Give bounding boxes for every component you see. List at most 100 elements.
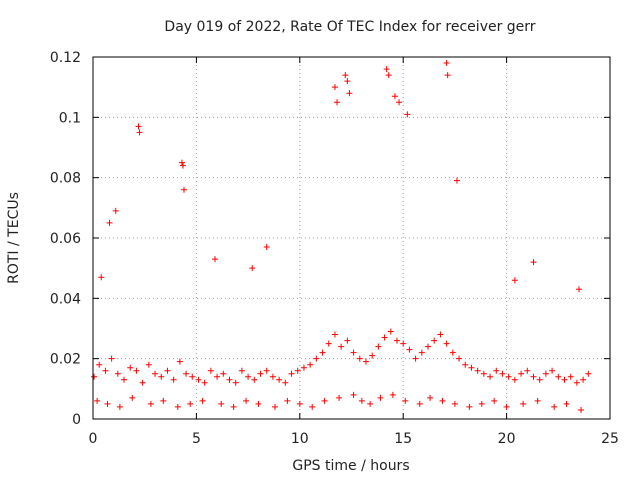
- data-point: [503, 403, 510, 410]
- data-point: [404, 111, 411, 118]
- data-point: [98, 274, 105, 281]
- data-point: [214, 373, 221, 380]
- data-point: [451, 400, 458, 407]
- y-tick-label: 0.06: [50, 231, 81, 247]
- data-point: [189, 373, 196, 380]
- data-point: [418, 349, 425, 356]
- data-point: [406, 346, 413, 353]
- x-axis-label: GPS time / hours: [292, 458, 409, 474]
- data-point: [176, 358, 183, 365]
- data-point: [534, 397, 541, 404]
- data-point: [396, 99, 403, 106]
- data-point: [443, 60, 450, 67]
- data-point: [400, 340, 407, 347]
- data-point: [319, 349, 326, 356]
- data-point: [439, 397, 446, 404]
- axis-ticks: 0 5 10 15 20 25 0 0.02 0.04 0.06 0.08 0.1 0.12: [50, 50, 619, 447]
- data-point: [367, 400, 374, 407]
- data-point: [243, 397, 250, 404]
- data-point: [127, 364, 134, 371]
- data-point: [456, 355, 463, 362]
- data-point: [385, 72, 392, 79]
- data-point: [524, 367, 531, 374]
- data-point: [443, 340, 450, 347]
- data-point: [387, 328, 394, 335]
- x-tick-label: 25: [601, 431, 619, 447]
- data-point: [346, 90, 353, 97]
- data-point: [276, 376, 283, 383]
- data-point: [358, 397, 365, 404]
- data-point: [444, 72, 451, 79]
- chart-title: Day 019 of 2022, Rate Of TEC Index for r…: [164, 19, 535, 35]
- data-point: [121, 376, 128, 383]
- data-point: [183, 370, 190, 377]
- data-point: [135, 123, 142, 130]
- data-point: [179, 162, 186, 169]
- data-point: [91, 373, 98, 380]
- data-point: [350, 349, 357, 356]
- data-point: [321, 397, 328, 404]
- data-point: [549, 367, 556, 374]
- data-point: [147, 400, 154, 407]
- y-tick-label: 0.04: [50, 291, 81, 307]
- data-point: [551, 403, 558, 410]
- data-point: [284, 397, 291, 404]
- data-point: [232, 379, 239, 386]
- data-point: [542, 370, 549, 377]
- data-point: [573, 379, 580, 386]
- data-point: [563, 400, 570, 407]
- data-point: [402, 397, 409, 404]
- data-point: [480, 370, 487, 377]
- data-point: [180, 186, 187, 193]
- data-point: [199, 397, 206, 404]
- data-point: [294, 367, 301, 374]
- data-point: [282, 379, 289, 386]
- data-point: [466, 403, 473, 410]
- data-point: [416, 400, 423, 407]
- data-point: [195, 376, 202, 383]
- data-point: [238, 367, 245, 374]
- y-tick-label: 0.1: [59, 110, 81, 126]
- data-point: [412, 355, 419, 362]
- data-point: [344, 337, 351, 344]
- data-point: [369, 352, 376, 359]
- data-point: [94, 397, 101, 404]
- data-point: [344, 78, 351, 85]
- grid-lines: [93, 57, 610, 419]
- y-tick-label: 0: [72, 412, 81, 428]
- data-point: [145, 361, 152, 368]
- data-point: [530, 259, 537, 266]
- data-point: [249, 265, 256, 272]
- data-point: [288, 370, 295, 377]
- data-point: [575, 286, 582, 293]
- data-point: [152, 370, 159, 377]
- data-point: [230, 403, 237, 410]
- data-point: [511, 277, 518, 284]
- data-point: [158, 373, 165, 380]
- data-point: [212, 256, 219, 263]
- data-point: [453, 177, 460, 184]
- data-point: [505, 373, 512, 380]
- data-point: [174, 403, 181, 410]
- y-tick-label: 0.08: [50, 171, 81, 187]
- data-point: [383, 66, 390, 73]
- x-tick-label: 5: [192, 431, 201, 447]
- data-point: [139, 379, 146, 386]
- y-tick-label: 0.12: [50, 50, 81, 66]
- data-point: [375, 343, 382, 350]
- data-point: [356, 355, 363, 362]
- data-point: [178, 159, 185, 166]
- data-point: [112, 207, 119, 214]
- data-point: [580, 376, 587, 383]
- data-point: [331, 331, 338, 338]
- data-point: [487, 373, 494, 380]
- x-tick-label: 0: [89, 431, 98, 447]
- data-point: [536, 376, 543, 383]
- data-point: [468, 364, 475, 371]
- data-point: [474, 367, 481, 374]
- data-point: [431, 337, 438, 344]
- data-point: [104, 400, 111, 407]
- data-point: [567, 373, 574, 380]
- data-point: [300, 364, 307, 371]
- data-point: [307, 361, 314, 368]
